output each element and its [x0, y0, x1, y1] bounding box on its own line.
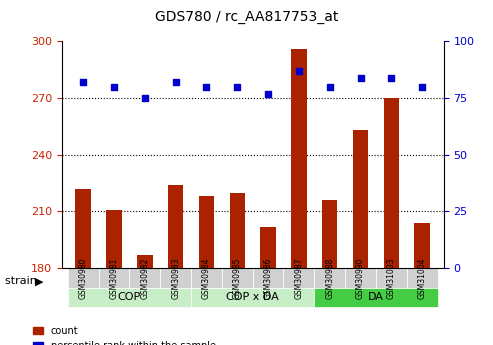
Text: GSM30982: GSM30982: [141, 257, 149, 298]
FancyBboxPatch shape: [191, 268, 222, 288]
Bar: [353, 130, 368, 268]
FancyBboxPatch shape: [129, 268, 160, 288]
Text: GSM30987: GSM30987: [294, 257, 303, 298]
Bar: [322, 200, 337, 268]
FancyBboxPatch shape: [283, 268, 315, 288]
Text: GSM30986: GSM30986: [264, 257, 273, 298]
Bar: [384, 98, 399, 268]
Point: [387, 75, 395, 80]
FancyBboxPatch shape: [68, 268, 99, 288]
Point: [356, 75, 364, 80]
FancyBboxPatch shape: [99, 268, 129, 288]
Point: [233, 84, 241, 89]
Bar: [106, 209, 122, 268]
Point: [326, 84, 334, 89]
Text: GSM31003: GSM31003: [387, 257, 396, 298]
Point: [141, 95, 149, 101]
Text: GSM30990: GSM30990: [356, 257, 365, 299]
FancyBboxPatch shape: [222, 268, 253, 288]
Bar: [260, 227, 276, 268]
Point: [203, 84, 211, 89]
FancyBboxPatch shape: [68, 288, 191, 307]
Text: GSM30983: GSM30983: [171, 257, 180, 298]
Bar: [168, 185, 183, 268]
Text: GSM30985: GSM30985: [233, 257, 242, 298]
Text: GSM31004: GSM31004: [418, 257, 426, 298]
FancyBboxPatch shape: [315, 268, 345, 288]
Text: GSM30984: GSM30984: [202, 257, 211, 298]
Point: [418, 84, 426, 89]
Bar: [75, 189, 91, 268]
Text: GSM30988: GSM30988: [325, 257, 334, 298]
Text: DA: DA: [368, 292, 384, 302]
Point: [295, 68, 303, 73]
Point: [110, 84, 118, 89]
Bar: [199, 196, 214, 268]
FancyBboxPatch shape: [407, 268, 438, 288]
Bar: [230, 193, 245, 268]
Text: GSM30981: GSM30981: [109, 257, 118, 298]
FancyBboxPatch shape: [253, 268, 283, 288]
Point: [264, 91, 272, 96]
Point: [172, 79, 179, 85]
FancyBboxPatch shape: [191, 288, 315, 307]
Text: GDS780 / rc_AA817753_at: GDS780 / rc_AA817753_at: [155, 10, 338, 24]
Point: [79, 79, 87, 85]
Text: COP: COP: [118, 292, 141, 302]
Bar: [137, 255, 152, 268]
FancyBboxPatch shape: [376, 268, 407, 288]
Text: strain: strain: [5, 276, 40, 286]
Bar: [291, 49, 307, 268]
Text: GSM30980: GSM30980: [79, 257, 88, 298]
Text: ▶: ▶: [35, 276, 43, 286]
FancyBboxPatch shape: [345, 268, 376, 288]
Legend: count, percentile rank within the sample: count, percentile rank within the sample: [30, 322, 220, 345]
FancyBboxPatch shape: [160, 268, 191, 288]
Text: COP x DA: COP x DA: [226, 292, 279, 302]
Bar: [415, 223, 430, 268]
FancyBboxPatch shape: [315, 288, 438, 307]
